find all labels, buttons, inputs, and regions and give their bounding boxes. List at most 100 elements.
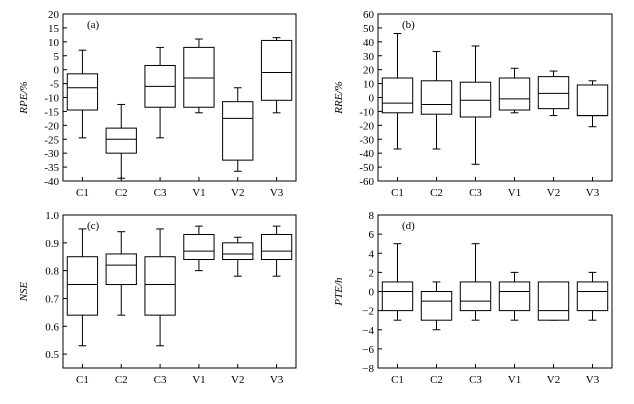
y-tick-label: −2 xyxy=(362,306,374,318)
x-tick-label: C1 xyxy=(76,187,89,199)
panel-label: (c) xyxy=(87,220,100,232)
x-tick-label: C3 xyxy=(469,374,482,386)
x-tick-label: V2 xyxy=(231,187,244,199)
x-tick-label: V3 xyxy=(586,187,600,199)
iqr-box xyxy=(183,233,215,261)
iqr-box xyxy=(381,77,414,114)
y-tick-label: 0 xyxy=(54,65,60,77)
y-tick-label: -40 xyxy=(359,148,374,160)
panel-label: (d) xyxy=(402,220,415,232)
y-tick-label: 2 xyxy=(369,267,375,279)
x-tick-label: C2 xyxy=(430,374,443,386)
box-V1 xyxy=(183,225,215,272)
x-tick-label: V3 xyxy=(270,374,284,386)
y-tick-label: 0.6 xyxy=(45,321,59,333)
box-C3 xyxy=(459,243,492,321)
y-tick-label: 20 xyxy=(48,9,60,21)
x-tick-label: C1 xyxy=(391,374,404,386)
iqr-box xyxy=(498,281,531,312)
x-tick-label: C2 xyxy=(430,187,443,199)
y-tick-label: -25 xyxy=(44,134,59,146)
box-C3 xyxy=(459,45,492,165)
y-tick-label: 20 xyxy=(363,65,375,77)
y-tick-label: −6 xyxy=(362,344,374,356)
box-V2 xyxy=(537,70,570,117)
y-tick-label: 0.7 xyxy=(45,293,59,305)
y-tick-label: -35 xyxy=(44,162,59,174)
box-V2 xyxy=(537,281,570,321)
iqr-box xyxy=(105,127,137,154)
iqr-box xyxy=(144,256,176,316)
box-C1 xyxy=(66,49,99,139)
box-V3 xyxy=(576,271,609,321)
box-C3 xyxy=(144,228,176,347)
y-tick-label: 15 xyxy=(48,23,60,35)
y-tick-label: -40 xyxy=(44,176,59,188)
y-tick-label: -5 xyxy=(50,79,60,91)
chart-panel-1: -40 -35 -30 -25 -20 -15-10 -5 0 5 10 15 20 C1 C2 C3 V1 V… xyxy=(18,9,297,199)
iqr-box xyxy=(459,281,492,312)
x-tick-label: V2 xyxy=(231,374,244,386)
iqr-box xyxy=(222,242,254,261)
panel-label: (a) xyxy=(87,19,100,31)
y-axis-label: RPE/% xyxy=(18,81,30,114)
y-tick-label: -20 xyxy=(359,120,374,132)
iqr-box xyxy=(537,281,570,321)
y-tick-label: 40 xyxy=(363,37,375,49)
y-tick-label: 0.8 xyxy=(45,266,59,278)
x-tick-label: V2 xyxy=(547,374,560,386)
y-axis-label: PTE/h xyxy=(333,277,345,307)
y-tick-label: −4 xyxy=(362,325,374,337)
y-tick-label: 30 xyxy=(363,51,375,63)
y-tick-label: 0 xyxy=(369,93,375,105)
box-C1 xyxy=(66,228,99,347)
iqr-box xyxy=(576,84,609,117)
y-tick-label: 5 xyxy=(54,51,60,63)
y-tick-label: 8 xyxy=(369,210,375,222)
y-tick-label: 0.9 xyxy=(45,238,59,250)
iqr-box xyxy=(381,281,414,312)
x-tick-label: V3 xyxy=(586,374,600,386)
chart-panel-3: 0.5 0.6 0.7 0.8 0.9 1.0 C1 C2 C3 V1 V2 V3 NSE (c) xyxy=(18,210,297,386)
iqr-box xyxy=(222,101,254,161)
y-tick-label: 10 xyxy=(48,37,60,49)
y-tick-label: 50 xyxy=(363,23,375,35)
plot-frame xyxy=(62,214,297,369)
box-V2 xyxy=(222,87,254,172)
box-V2 xyxy=(222,236,254,277)
iqr-box xyxy=(459,81,492,118)
x-tick-label: C1 xyxy=(76,374,89,386)
y-tick-label: 10 xyxy=(363,79,375,91)
y-tick-label: -15 xyxy=(44,106,59,118)
x-tick-label: C3 xyxy=(154,187,167,199)
x-tick-label: C1 xyxy=(391,187,404,199)
y-tick-label: 0 xyxy=(369,287,375,299)
box-C3 xyxy=(144,46,176,139)
iqr-box xyxy=(420,80,453,115)
iqr-box xyxy=(66,73,99,111)
box-V3 xyxy=(260,37,293,114)
x-tick-label: V1 xyxy=(508,374,521,386)
x-tick-label: V2 xyxy=(547,187,560,199)
y-tick-label: 60 xyxy=(363,9,375,21)
iqr-box xyxy=(183,46,215,108)
box-C1 xyxy=(381,32,414,150)
chart-panel-2: -60 -50 -40 -30 -20 -100 10 20 30 40 50 60 C1 C2 C3 V1 V… xyxy=(333,9,613,199)
box-C2 xyxy=(420,51,453,150)
x-tick-label: V1 xyxy=(192,374,205,386)
x-tick-label: C3 xyxy=(154,374,167,386)
iqr-box xyxy=(498,77,531,111)
iqr-box xyxy=(105,253,137,286)
iqr-box xyxy=(537,76,570,110)
panel-label: (b) xyxy=(402,19,415,31)
x-tick-label: C2 xyxy=(115,187,128,199)
box-V1 xyxy=(498,67,531,114)
y-tick-label: -10 xyxy=(359,106,374,118)
box-C2 xyxy=(420,281,453,331)
box-V3 xyxy=(576,80,609,128)
iqr-box xyxy=(260,233,293,261)
y-tick-label: 0.5 xyxy=(45,349,59,361)
y-tick-label: -30 xyxy=(359,134,374,146)
box-C2 xyxy=(105,103,137,179)
